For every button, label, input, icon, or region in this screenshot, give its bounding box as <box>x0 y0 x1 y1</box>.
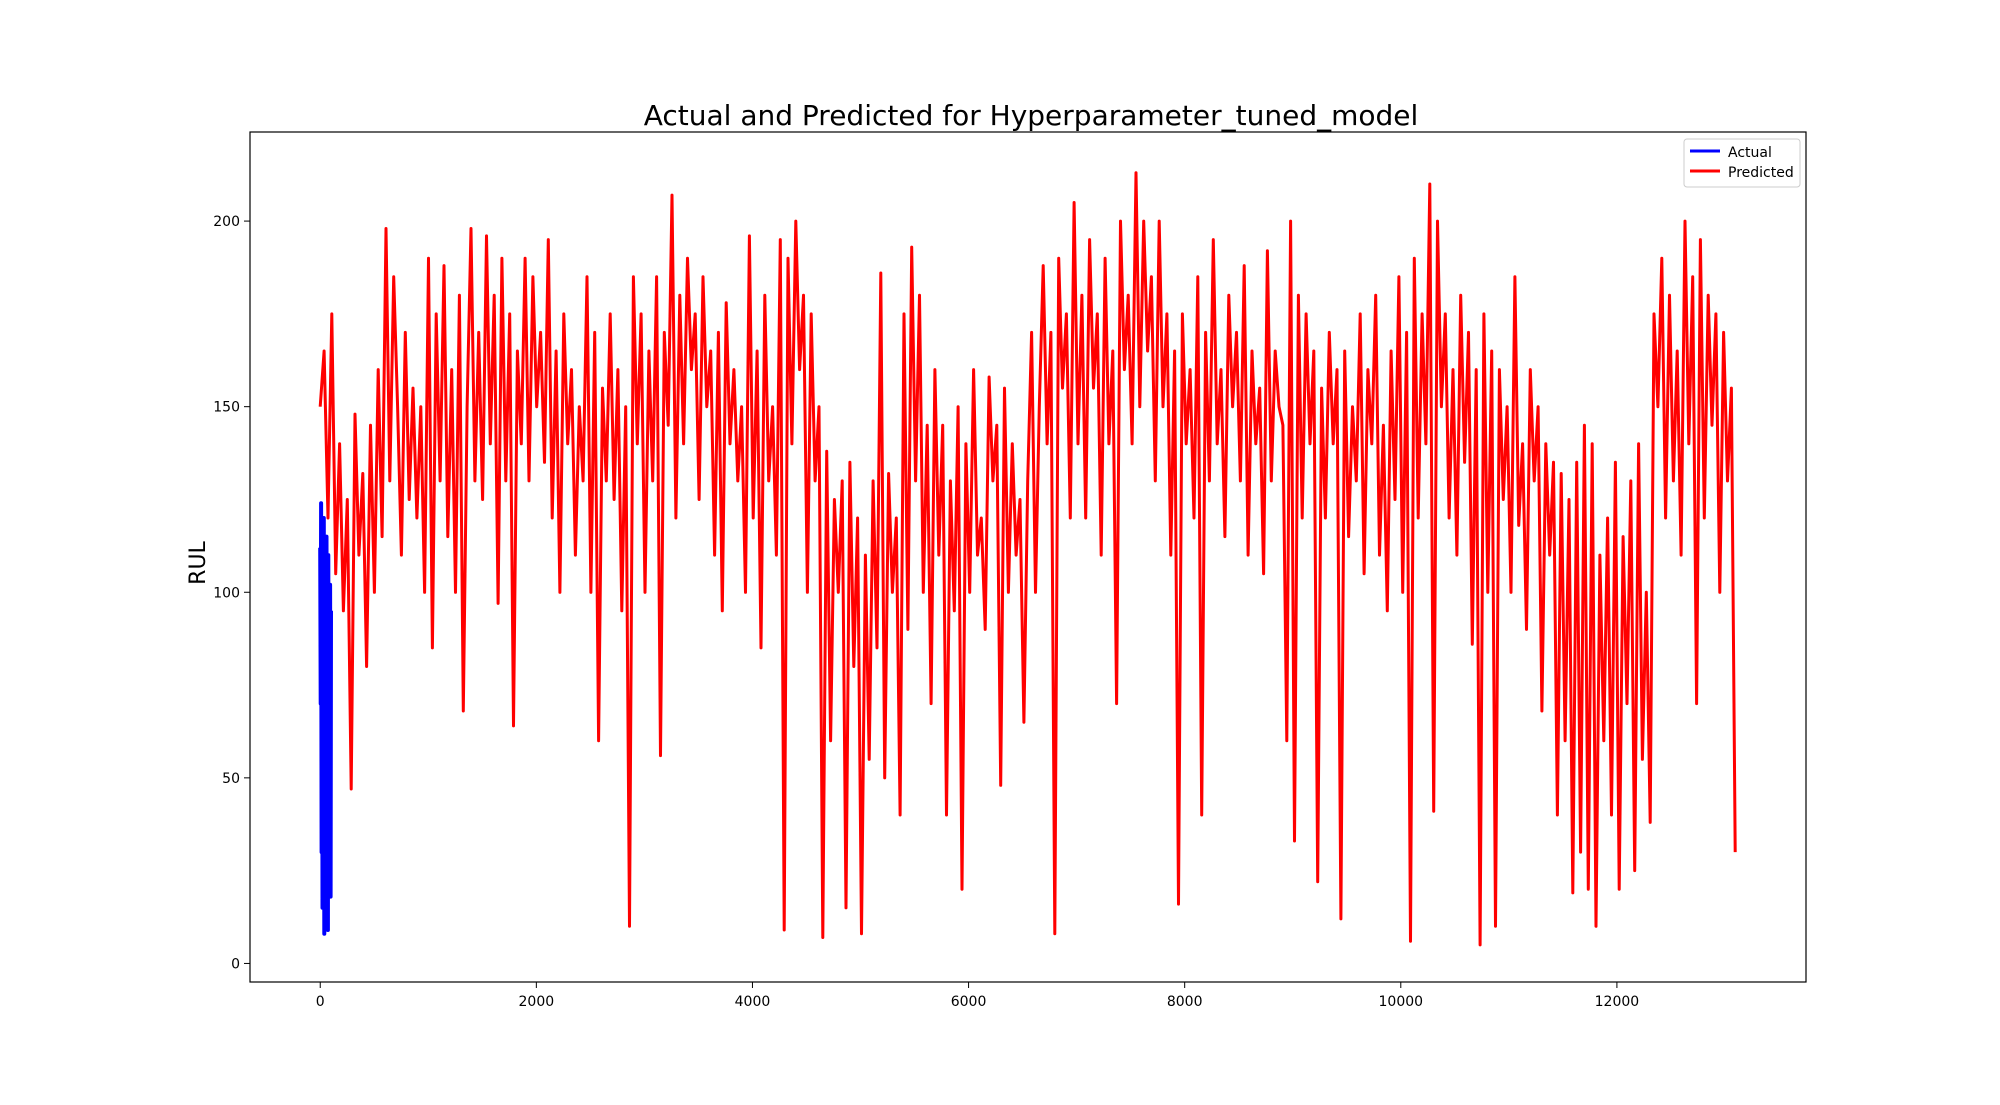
legend-label-predicted: Predicted <box>1728 165 1794 181</box>
x-tick-label: 6000 <box>951 994 987 1010</box>
legend-label-actual: Actual <box>1728 145 1772 161</box>
x-axis: 0 2000 4000 6000 8000 10000 12000 <box>316 982 1639 1010</box>
x-tick-label: 0 <box>316 994 325 1010</box>
y-axis-label: RUL <box>186 540 211 584</box>
series-layer <box>318 171 1737 947</box>
y-tick-label: 0 <box>231 956 240 972</box>
y-tick-label: 200 <box>213 214 240 230</box>
y-tick-label: 50 <box>222 771 240 787</box>
x-tick-label: 8000 <box>1167 994 1203 1010</box>
series-line-predicted <box>318 171 1737 947</box>
x-tick-label: 4000 <box>735 994 771 1010</box>
chart-title: Actual and Predicted for Hyperparameter_… <box>644 99 1419 132</box>
y-tick-label: 100 <box>213 585 240 601</box>
plot-area-frame <box>249 131 1807 983</box>
legend: Actual Predicted <box>1683 138 1801 188</box>
series-line-actual <box>318 501 333 936</box>
x-tick-label: 12000 <box>1595 994 1640 1010</box>
x-tick-label: 10000 <box>1379 994 1424 1010</box>
y-tick-label: 150 <box>213 400 240 416</box>
x-tick-label: 2000 <box>519 994 555 1010</box>
y-axis: 0 50 100 150 200 <box>213 214 250 972</box>
